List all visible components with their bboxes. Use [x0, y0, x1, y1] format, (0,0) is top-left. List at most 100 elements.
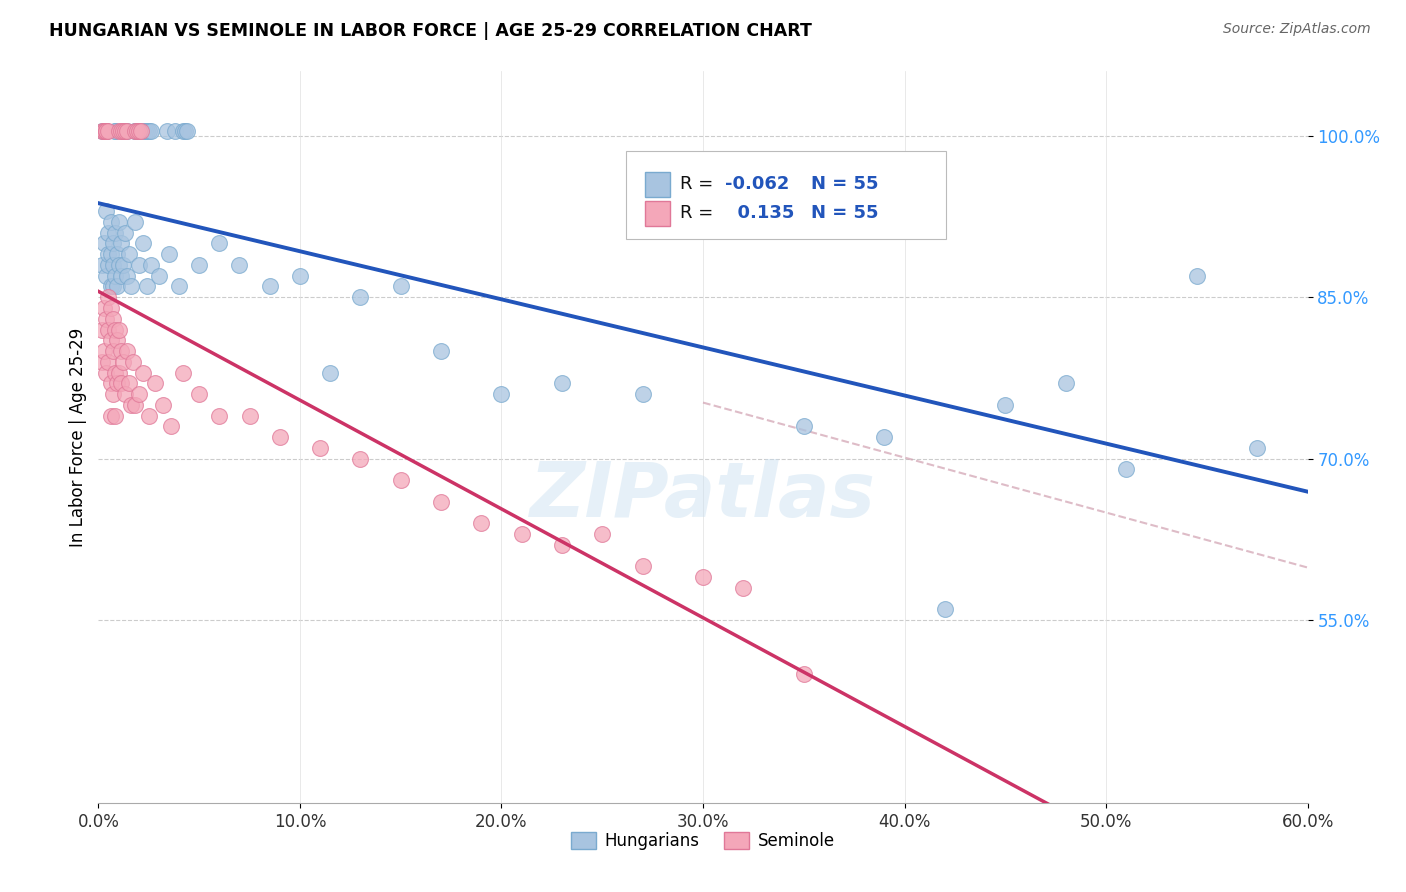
Point: [208, 236, 231, 251]
Point: [97, 226, 120, 240]
Point: [389, 279, 412, 293]
Point: [107, 366, 129, 380]
Point: [97, 290, 120, 304]
Point: [174, 123, 197, 137]
Point: [111, 123, 134, 137]
Point: [124, 123, 146, 137]
Point: [510, 527, 533, 541]
Point: [96, 123, 118, 137]
Point: [107, 215, 129, 229]
Point: [167, 279, 190, 293]
Legend: Hungarians, Seminole: Hungarians, Seminole: [564, 825, 842, 856]
Point: [100, 409, 122, 423]
Point: [115, 344, 138, 359]
Point: [111, 258, 134, 272]
Point: [156, 123, 179, 137]
Point: [93, 123, 115, 137]
Point: [470, 516, 492, 530]
Point: [692, 570, 714, 584]
Text: R =: R =: [681, 204, 713, 222]
Y-axis label: In Labor Force | Age 25-29: In Labor Force | Age 25-29: [69, 327, 87, 547]
Point: [107, 123, 129, 137]
Point: [188, 258, 211, 272]
Point: [96, 123, 118, 137]
Point: [128, 258, 150, 272]
Point: [994, 398, 1017, 412]
Point: [1054, 376, 1077, 391]
Point: [93, 236, 115, 251]
Point: [115, 123, 138, 137]
Point: [430, 344, 453, 359]
Point: [118, 376, 141, 391]
Point: [259, 279, 281, 293]
Point: [101, 258, 124, 272]
Point: [138, 123, 160, 137]
Point: [101, 236, 124, 251]
Point: [96, 123, 118, 137]
Point: [176, 123, 198, 137]
Point: [288, 268, 311, 283]
Point: [103, 226, 125, 240]
Point: [138, 409, 160, 423]
Point: [103, 366, 125, 380]
Point: [711, 172, 734, 186]
Point: [103, 123, 125, 137]
Point: [132, 366, 155, 380]
Text: HUNGARIAN VS SEMINOLE IN LABOR FORCE | AGE 25-29 CORRELATION CHART: HUNGARIAN VS SEMINOLE IN LABOR FORCE | A…: [49, 22, 813, 40]
Point: [101, 387, 124, 401]
Point: [105, 376, 128, 391]
Point: [1185, 268, 1208, 283]
Point: [105, 333, 128, 347]
Point: [120, 279, 142, 293]
Point: [125, 123, 148, 137]
Point: [1115, 462, 1137, 476]
Point: [631, 387, 654, 401]
Point: [96, 123, 118, 137]
Point: [430, 494, 453, 508]
Point: [124, 123, 146, 137]
Point: [96, 204, 118, 219]
Point: [91, 322, 114, 336]
Point: [96, 311, 118, 326]
Point: [91, 123, 114, 137]
Point: [91, 258, 114, 272]
Point: [873, 430, 896, 444]
Point: [111, 355, 134, 369]
Point: [97, 123, 120, 137]
Point: [103, 123, 125, 137]
Point: [105, 247, 128, 261]
Point: [134, 123, 156, 137]
Point: [93, 344, 115, 359]
Text: 0.135: 0.135: [725, 204, 794, 222]
Point: [124, 215, 146, 229]
Point: [121, 355, 143, 369]
Text: N = 55: N = 55: [810, 175, 879, 194]
Point: [208, 409, 231, 423]
Point: [100, 301, 122, 315]
Point: [551, 538, 574, 552]
Point: [129, 123, 152, 137]
Point: [97, 247, 120, 261]
Point: [107, 258, 129, 272]
Point: [114, 123, 136, 137]
Point: [152, 398, 174, 412]
Point: [793, 666, 815, 681]
Point: [733, 581, 755, 595]
Point: [103, 409, 125, 423]
Point: [93, 123, 115, 137]
Point: [228, 258, 250, 272]
Point: [160, 419, 183, 434]
Point: [91, 355, 114, 369]
Point: [389, 473, 412, 487]
Point: [172, 123, 194, 137]
Point: [111, 123, 134, 137]
Point: [100, 247, 122, 261]
Point: [96, 366, 118, 380]
Point: [135, 123, 157, 137]
Point: [135, 279, 157, 293]
Point: [132, 123, 155, 137]
Point: [132, 236, 155, 251]
Point: [128, 123, 150, 137]
Point: [96, 123, 118, 137]
Point: [107, 322, 129, 336]
